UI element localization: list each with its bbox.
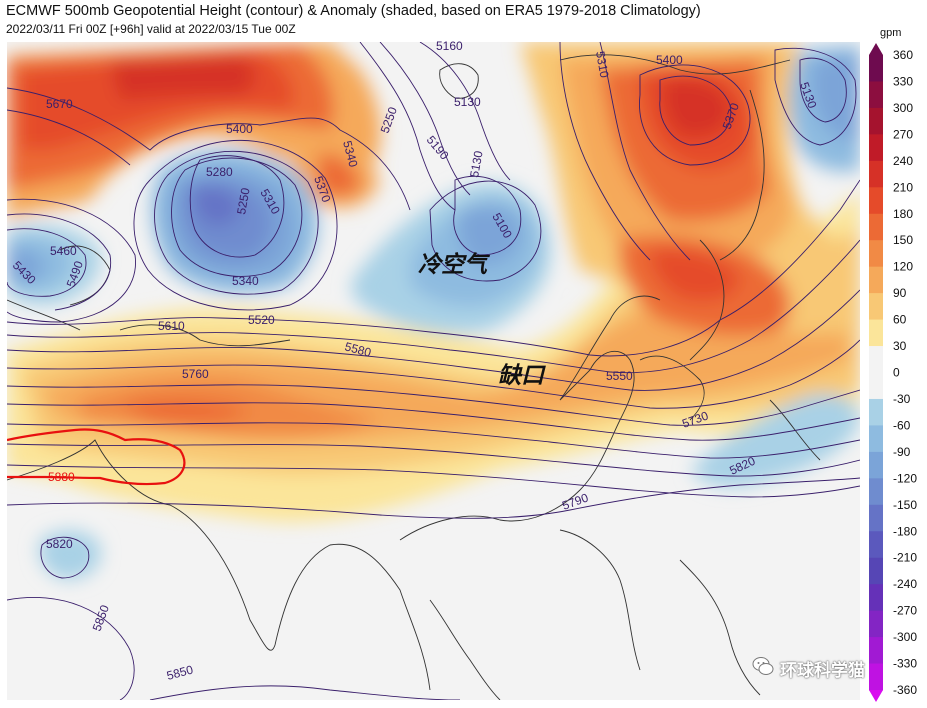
map-title: ECMWF 500mb Geopotential Height (contour… — [6, 3, 701, 19]
colorbar-swatches — [869, 43, 883, 702]
watermark-text: 环球科学猫 — [780, 661, 865, 680]
colorbar: gpm 3603303002702402101801501209060300-3… — [869, 27, 917, 702]
colorbar-tick-label: 0 — [893, 366, 900, 380]
anomaly-shading — [7, 42, 860, 700]
colorbar-tick-label: 240 — [893, 154, 913, 168]
colorbar-bottom-arrow — [869, 690, 883, 702]
contour-label: 5520 — [248, 313, 275, 327]
colorbar-tick-label: -180 — [893, 524, 917, 538]
colorbar-swatch — [869, 187, 883, 215]
contour-label: 5340 — [232, 274, 259, 288]
colorbar-swatch — [869, 107, 883, 135]
contour-label: 5610 — [158, 319, 185, 333]
subtropical-high-label: 5880 — [48, 470, 75, 484]
colorbar-tick-label: 270 — [893, 127, 913, 141]
contour-label: 5460 — [50, 244, 77, 258]
colorbar-swatch — [869, 504, 883, 532]
colorbar-tick-label: -240 — [893, 577, 917, 591]
wechat-icon — [752, 657, 774, 675]
colorbar-tick-label: 180 — [893, 207, 913, 221]
colorbar-tick-label: 330 — [893, 74, 913, 88]
contour-label: 5760 — [182, 367, 209, 381]
colorbar-tick-label: -210 — [893, 551, 917, 565]
map-subtitle: 2022/03/11 Fri 00Z [+96h] valid at 2022/… — [6, 22, 296, 36]
colorbar-swatch — [869, 663, 883, 691]
contour-label: 5130 — [454, 95, 481, 109]
contour-label: 5670 — [46, 97, 73, 111]
colorbar-tick-label: -90 — [893, 445, 911, 459]
contour-label: 5850 — [165, 662, 195, 683]
colorbar-tick-label: -360 — [893, 683, 917, 697]
cold-air-annotation: 冷空气 — [418, 252, 491, 278]
colorbar-swatch — [869, 531, 883, 559]
colorbar-swatch — [869, 478, 883, 506]
colorbar-tick-label: 150 — [893, 233, 913, 247]
colorbar-tick-label: 60 — [893, 313, 907, 327]
colorbar-swatch — [869, 55, 883, 82]
height-contours — [7, 42, 860, 700]
contour-label: 5400 — [656, 53, 683, 67]
colorbar-tick-label: -330 — [893, 657, 917, 671]
colorbar-tick-label: -270 — [893, 604, 917, 618]
colorbar-ticks: 3603303002702402101801501209060300-30-60… — [893, 48, 917, 697]
contour-label: 5340 — [340, 139, 361, 169]
colorbar-unit: gpm — [880, 27, 901, 39]
colorbar-swatch — [869, 160, 883, 188]
colorbar-swatch — [869, 134, 883, 162]
colorbar-tick-label: -150 — [893, 498, 917, 512]
colorbar-swatch — [869, 319, 883, 347]
colorbar-swatch — [869, 610, 883, 638]
contour-label: 5160 — [436, 39, 463, 53]
contour-label: 5310 — [593, 50, 611, 79]
colorbar-swatch — [869, 293, 883, 321]
colorbar-top-arrow — [869, 43, 883, 55]
colorbar-tick-label: -120 — [893, 471, 917, 485]
colorbar-tick-label: 210 — [893, 180, 913, 194]
colorbar-swatch — [869, 372, 883, 400]
colorbar-swatch — [869, 213, 883, 241]
colorbar-swatch — [869, 346, 883, 373]
colorbar-swatch — [869, 557, 883, 585]
annotations: 冷空气 缺口 — [418, 252, 546, 389]
gap-annotation: 缺口 — [498, 363, 546, 389]
colorbar-swatch — [869, 398, 883, 426]
contour-label: 5580 — [343, 339, 373, 360]
colorbar-swatch — [869, 584, 883, 612]
colorbar-tick-label: -300 — [893, 630, 917, 644]
colorbar-swatch — [869, 81, 883, 109]
colorbar-swatch — [869, 425, 883, 453]
contour-label: 5550 — [606, 369, 633, 383]
colorbar-tick-label: 120 — [893, 260, 913, 274]
colorbar-swatch — [869, 637, 883, 665]
colorbar-tick-label: -30 — [893, 392, 911, 406]
colorbar-swatch — [869, 240, 883, 268]
colorbar-tick-label: 30 — [893, 339, 907, 353]
subtropical-high-5880 — [7, 428, 186, 486]
colorbar-swatch — [869, 451, 883, 479]
colorbar-tick-label: 90 — [893, 286, 907, 300]
contour-label: 5820 — [46, 537, 73, 551]
colorbar-tick-label: 300 — [893, 101, 913, 115]
contour-label: 5130 — [467, 149, 485, 178]
contour-label: 5280 — [206, 165, 233, 179]
contour-label: 5250 — [234, 186, 252, 215]
colorbar-swatch — [869, 266, 883, 294]
colorbar-tick-label: -60 — [893, 418, 911, 432]
colorbar-tick-label: 360 — [893, 48, 913, 62]
contour-label: 5400 — [226, 122, 253, 136]
